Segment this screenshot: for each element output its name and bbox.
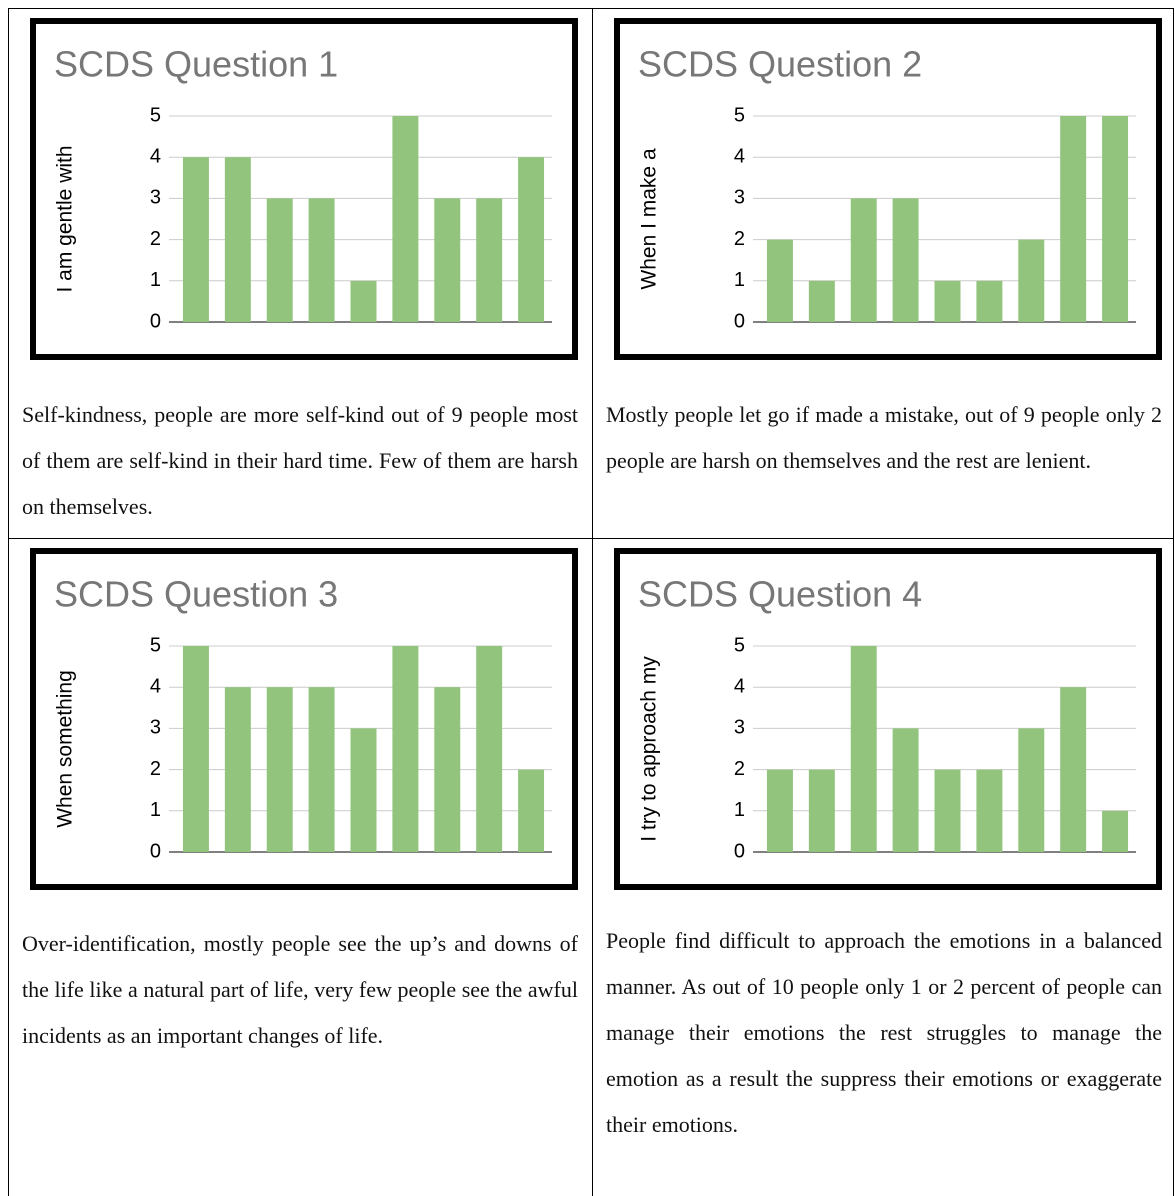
bar	[392, 646, 419, 852]
bar	[934, 280, 961, 322]
caption: Over-identification, mostly people see t…	[22, 931, 578, 1048]
caption: Self-kindness, people are more self-kind…	[22, 402, 578, 519]
y-tick-label: 1	[734, 799, 745, 821]
y-tick-label: 0	[734, 310, 745, 332]
bar	[1060, 116, 1087, 322]
y-tick-label: 3	[734, 187, 745, 209]
bar	[350, 280, 377, 322]
y-tick-label: 3	[150, 187, 161, 209]
bar	[266, 198, 293, 322]
bar	[934, 769, 961, 852]
y-tick-label: 2	[150, 758, 161, 780]
bar	[308, 198, 335, 322]
bar	[892, 728, 919, 852]
bar	[766, 239, 793, 322]
bar	[850, 198, 877, 322]
caption: People find difficult to approach the em…	[606, 928, 1162, 1137]
table-border	[8, 8, 9, 1196]
y-tick-label: 5	[150, 104, 161, 126]
y-axis-label: I am gentle with	[54, 145, 77, 292]
y-tick-label: 0	[150, 840, 161, 862]
y-tick-label: 2	[734, 228, 745, 250]
chart-title: SCDS Question 1	[54, 44, 338, 85]
y-tick-label: 3	[150, 717, 161, 739]
y-tick-label: 4	[734, 145, 745, 167]
chart-title: SCDS Question 2	[638, 44, 922, 85]
bar	[808, 769, 835, 852]
bar	[766, 769, 793, 852]
bar	[434, 687, 461, 852]
y-tick-label: 2	[150, 228, 161, 250]
bar	[266, 687, 293, 852]
bar	[476, 198, 503, 322]
caption: Mostly people let go if made a mistake, …	[606, 402, 1162, 473]
chart-title: SCDS Question 4	[638, 574, 922, 615]
bar	[850, 646, 877, 852]
y-tick-label: 1	[150, 799, 161, 821]
chart: SCDS Question 4 I try to approach my 0 1 2 3 4…	[614, 548, 1162, 890]
bar	[518, 769, 545, 852]
y-tick-label: 4	[150, 145, 161, 167]
y-tick-label: 2	[734, 758, 745, 780]
bar	[976, 769, 1003, 852]
y-tick-label: 0	[150, 310, 161, 332]
bar	[224, 687, 251, 852]
bar	[434, 198, 461, 322]
bar	[1018, 728, 1045, 852]
bar	[1102, 810, 1129, 852]
y-tick-label: 5	[150, 634, 161, 656]
bar	[224, 157, 251, 322]
bar	[476, 646, 503, 852]
bar	[976, 280, 1003, 322]
chart: SCDS Question 1 I am gentle with 0 1 2 3 4 5	[30, 18, 578, 360]
bar	[350, 728, 377, 852]
table-border	[8, 538, 1173, 539]
bar	[392, 116, 419, 322]
y-axis-label: I try to approach my	[638, 656, 661, 842]
chart: SCDS Question 3 When something 0 1 2 3 4 5	[30, 548, 578, 890]
y-tick-label: 4	[734, 675, 745, 697]
y-tick-label: 4	[150, 675, 161, 697]
table-border	[1173, 8, 1174, 1196]
bar	[182, 646, 209, 852]
y-tick-label: 1	[734, 269, 745, 291]
y-axis-label: When something	[54, 670, 77, 828]
chart: SCDS Question 2 When I make a 0 1 2 3 4 5	[614, 18, 1162, 360]
bar	[892, 198, 919, 322]
bar	[182, 157, 209, 322]
bar	[1060, 687, 1087, 852]
bar	[1018, 239, 1045, 322]
table-border	[592, 8, 593, 1196]
y-tick-label: 5	[734, 104, 745, 126]
y-tick-label: 5	[734, 634, 745, 656]
chart-title: SCDS Question 3	[54, 574, 338, 615]
bar	[308, 687, 335, 852]
y-tick-label: 3	[734, 717, 745, 739]
bar	[1102, 116, 1129, 322]
y-tick-label: 0	[734, 840, 745, 862]
y-tick-label: 1	[150, 269, 161, 291]
table-border	[8, 8, 1173, 9]
bar	[518, 157, 545, 322]
bar	[808, 280, 835, 322]
y-axis-label: When I make a	[638, 148, 661, 290]
